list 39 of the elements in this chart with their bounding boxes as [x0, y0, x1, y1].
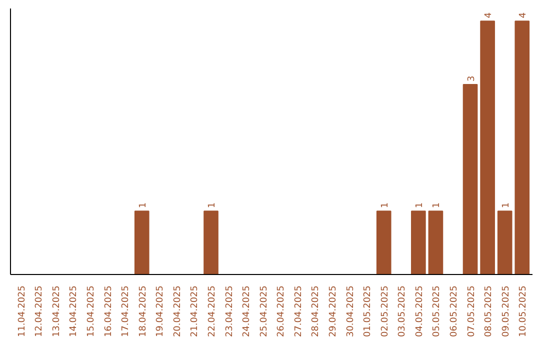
x-tick-label: 12.04.2025: [34, 286, 45, 338]
x-tick-label: 28.04.2025: [311, 286, 322, 338]
x-tick-label: 19.04.2025: [156, 286, 166, 338]
data-label: 1: [414, 202, 425, 208]
x-tick-label: 02.05.2025: [380, 286, 390, 338]
x-tick-label: 30.04.2025: [346, 286, 356, 338]
data-label: 1: [208, 202, 218, 208]
x-tick-label: 10.05.2025: [518, 286, 529, 338]
x-tick-label: 09.05.2025: [501, 286, 512, 338]
x-tick-label: 06.05.2025: [449, 286, 460, 338]
x-tick-label: 04.05.2025: [414, 286, 425, 338]
x-tick-label: 14.04.2025: [69, 286, 80, 338]
x-tick-label: 17.04.2025: [121, 286, 132, 338]
x-tick-label: 15.04.2025: [86, 286, 97, 338]
x-tick-label: 22.04.2025: [208, 286, 218, 338]
x-tick-label: 18.04.2025: [138, 286, 148, 338]
data-label: 1: [501, 202, 512, 208]
x-tick-label: 27.04.2025: [294, 286, 304, 338]
data-label: 1: [380, 202, 390, 208]
x-tick-label: 01.05.2025: [363, 286, 374, 338]
x-tick-label: 20.04.2025: [172, 286, 183, 338]
data-label: 4: [518, 12, 529, 18]
data-label: 1: [138, 202, 148, 208]
x-tick-label: 08.05.2025: [484, 286, 494, 338]
x-tick-label: 03.05.2025: [398, 286, 408, 338]
x-tick-label: 16.04.2025: [104, 286, 114, 338]
x-tick-label: 24.04.2025: [242, 286, 252, 338]
x-tick-label: 05.05.2025: [432, 286, 442, 338]
x-tick-label: 25.04.2025: [259, 286, 270, 338]
data-label: 1: [432, 202, 442, 208]
x-tick-label: 23.04.2025: [224, 286, 235, 338]
x-tick-label: 26.04.2025: [276, 286, 287, 338]
data-label: 3: [466, 76, 477, 82]
x-tick-label: 29.04.2025: [328, 286, 338, 338]
x-tick-label: 11.04.2025: [17, 286, 28, 338]
x-tick-label: 21.04.2025: [190, 286, 200, 338]
x-tick-label: 07.05.2025: [466, 286, 477, 338]
data-label: 4: [484, 12, 494, 18]
x-tick-label: 13.04.2025: [52, 286, 62, 338]
